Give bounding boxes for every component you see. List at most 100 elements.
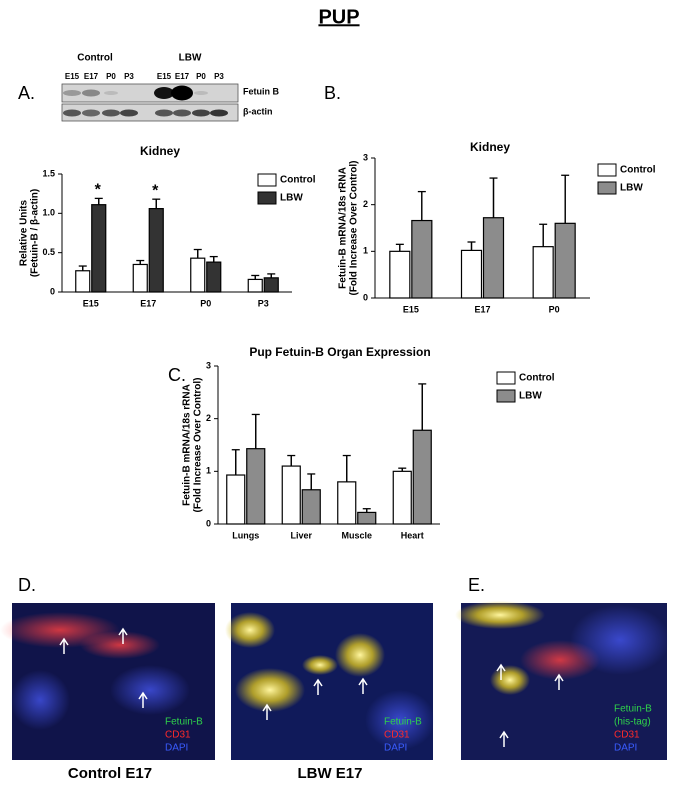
legend-label: Control	[280, 175, 316, 186]
blot-row-label: Fetuin B	[243, 86, 279, 96]
blot-band	[192, 109, 210, 117]
bar	[281, 465, 301, 525]
y-tick-label: 2	[363, 199, 368, 209]
bar	[75, 270, 91, 293]
channel-label: Fetuin-B	[165, 717, 203, 728]
y-axis-label: Relative Units	[19, 199, 30, 266]
micrograph-caption: LBW E17	[297, 765, 362, 782]
blot-row-label: β-actin	[243, 106, 273, 116]
bar	[148, 208, 164, 293]
blot-band	[82, 89, 100, 97]
legend-swatch	[597, 181, 617, 195]
bar	[392, 470, 412, 525]
channel-label: (his-tag)	[614, 717, 651, 728]
blot-band	[82, 109, 100, 117]
x-tick-label: Liver	[290, 530, 312, 540]
y-axis-label: (Fold Increase Over Control)	[349, 160, 360, 295]
legend-label: LBW	[280, 193, 303, 204]
legend-swatch	[496, 371, 516, 385]
bar	[482, 217, 505, 299]
blot-lane: E17	[175, 72, 190, 81]
blot-band	[173, 109, 191, 117]
blot-band	[194, 91, 208, 95]
x-tick-label: P0	[200, 298, 211, 308]
y-tick-label: 3	[206, 360, 211, 370]
blot-band	[210, 109, 228, 117]
micrograph-caption: Control E17	[68, 765, 152, 782]
blot-lane: P3	[124, 72, 134, 81]
legend-label: Control	[620, 165, 656, 176]
y-tick-label: 1	[206, 466, 211, 476]
x-tick-label: Lungs	[232, 530, 259, 540]
bar	[246, 448, 266, 525]
micrograph	[0, 603, 215, 760]
y-axis-label: Fetuin-B mRNA/18s rRNA	[182, 384, 193, 506]
legend-label: LBW	[519, 391, 542, 402]
bar	[263, 277, 279, 293]
bar	[460, 249, 483, 299]
chart-title: Pup Fetuin-B Organ Expression	[249, 345, 430, 359]
blot-band	[63, 109, 81, 117]
y-tick-label: 0	[206, 518, 211, 528]
bar	[132, 263, 148, 293]
blot-band	[104, 91, 118, 95]
blot-lane: E17	[84, 72, 99, 81]
legend-label: LBW	[620, 183, 643, 194]
bar	[206, 261, 222, 293]
bar	[554, 222, 576, 299]
channel-label: CD31	[614, 730, 640, 741]
x-tick-label: Muscle	[341, 530, 372, 540]
bar	[190, 257, 206, 293]
blot-band	[102, 109, 120, 117]
y-axis-label: (Fetuin-B / β-actin)	[30, 189, 41, 277]
bar	[247, 278, 263, 293]
panel-label: A.	[18, 83, 35, 103]
panel-label: E.	[468, 575, 485, 595]
channel-label: DAPI	[165, 743, 188, 754]
blot-lane: P0	[196, 72, 206, 81]
blot-group: LBW	[179, 53, 202, 64]
blot-lane: E15	[157, 72, 172, 81]
arrows	[59, 627, 564, 747]
bar	[301, 489, 321, 525]
channel-label: DAPI	[614, 743, 637, 754]
bar	[411, 219, 433, 299]
x-tick-label: E17	[140, 298, 156, 308]
panel-label: C.	[168, 365, 186, 385]
blot-band	[171, 85, 193, 101]
channel-label: DAPI	[384, 743, 407, 754]
western-blot: Control LBW Fetuin B β-actin	[61, 53, 279, 122]
channel-label: Fetuin-B	[614, 704, 652, 715]
chart-title: Kidney	[470, 140, 510, 154]
channel-label: CD31	[165, 730, 191, 741]
blot-strip	[61, 103, 239, 122]
blot-strip	[61, 83, 239, 103]
panel-label: B.	[324, 83, 341, 103]
y-tick-label: 1	[363, 246, 368, 256]
x-tick-label: Heart	[401, 530, 424, 540]
y-axis-label: (Fold Increase Over Control)	[193, 377, 204, 512]
y-tick-label: 1.5	[42, 168, 55, 178]
x-tick-label: P3	[258, 298, 269, 308]
channel-label: CD31	[384, 730, 410, 741]
legend-swatch	[597, 163, 617, 177]
x-tick-label: E17	[474, 304, 490, 314]
bar	[357, 511, 377, 525]
annotation: *	[152, 182, 159, 199]
bar	[412, 429, 432, 525]
blot-lane: P0	[106, 72, 116, 81]
blot-lane: P3	[214, 72, 224, 81]
bar	[532, 246, 554, 299]
y-tick-label: 3	[363, 152, 368, 162]
blot-group: Control	[77, 53, 113, 64]
bar	[91, 204, 107, 293]
blot-lane: E15	[65, 72, 80, 81]
micrograph	[225, 603, 435, 760]
y-tick-label: 0	[50, 286, 55, 296]
channel-label: Fetuin-B	[384, 717, 422, 728]
blot-band	[120, 109, 138, 117]
x-tick-label: E15	[83, 298, 99, 308]
y-axis-label: Fetuin-B mRNA/18s rRNA	[338, 167, 349, 289]
x-tick-label: E15	[403, 304, 419, 314]
